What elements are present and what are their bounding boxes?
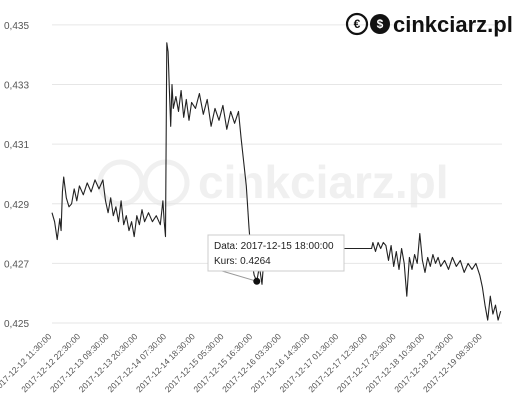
y-tick-label: 0,435	[4, 21, 29, 32]
tooltip-point-marker[interactable]	[253, 277, 261, 285]
tooltip: Data: 2017-12-15 18:00:00 Kurs: 0.4264	[207, 234, 345, 285]
brand-logo[interactable]: € $ cinkciarz.pl	[345, 12, 513, 37]
tooltip-rate: Kurs: 0.4264	[214, 256, 271, 267]
tooltip-date: Data: 2017-12-15 18:00:00	[214, 241, 334, 252]
watermark-euro-coin-icon	[97, 159, 145, 207]
y-tick-label: 0,431	[4, 140, 29, 151]
y-tick-label: 0,425	[4, 319, 29, 330]
series-line	[51, 42, 502, 321]
watermark-text: cinkciarz.pl	[198, 156, 449, 208]
y-tick-label: 0,427	[4, 259, 29, 270]
y-tick-label: 0,429	[4, 200, 29, 211]
dollar-glyph: $	[377, 17, 384, 31]
euro-coin-icon	[345, 12, 369, 36]
tooltip-box	[207, 234, 345, 272]
tooltip-leader	[221, 270, 257, 282]
euro-glyph: €	[354, 17, 361, 31]
brand-name: cinkciarz.pl	[393, 12, 513, 37]
watermark: cinkciarz.pl	[97, 156, 449, 208]
y-tick-label: 0,433	[4, 81, 29, 92]
dollar-coin-icon	[370, 14, 390, 34]
y-axis: 0,425 0,427 0,429 0,431 0,433 0,435	[4, 21, 29, 330]
